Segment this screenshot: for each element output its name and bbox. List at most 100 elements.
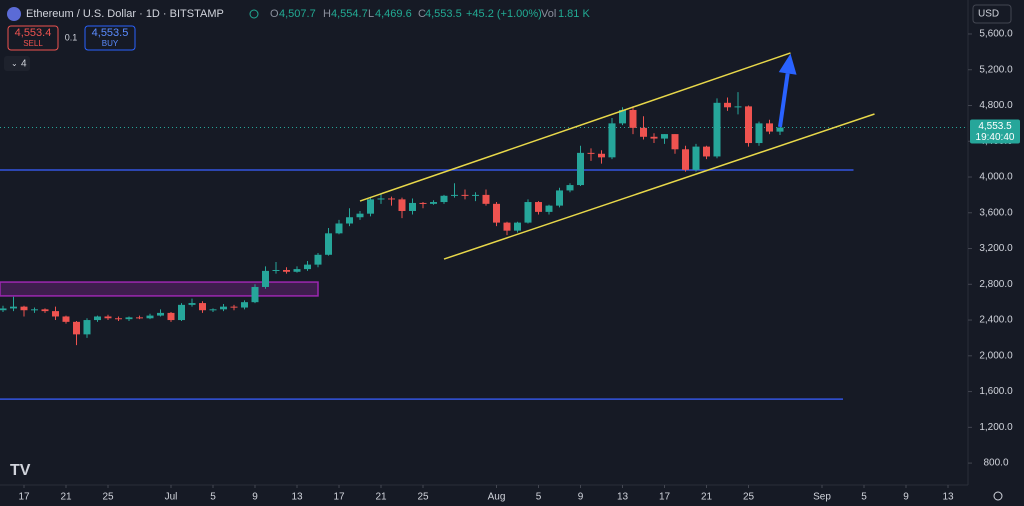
x-tick-label: 13	[942, 492, 954, 503]
candle-body	[493, 203, 500, 223]
x-tick-label: 13	[617, 492, 629, 503]
x-tick-label: Aug	[488, 492, 506, 503]
candle-body	[535, 202, 542, 212]
y-tick-label: 1,200.0	[979, 422, 1013, 433]
chevron: ⌄	[11, 59, 18, 68]
y-tick-label: 2,000.0	[979, 350, 1013, 361]
candle-body	[94, 316, 101, 321]
candle-body	[598, 153, 605, 158]
candle-body	[745, 106, 752, 144]
ohlc-key: C	[418, 8, 426, 20]
x-tick-label: 21	[375, 492, 387, 503]
candle-body	[377, 198, 385, 200]
y-tick-label: 5,600.0	[979, 29, 1013, 40]
candle-body	[262, 270, 269, 287]
candle-body	[0, 308, 7, 311]
candle-body	[325, 233, 332, 255]
candle-body	[272, 269, 280, 271]
candle-body	[356, 213, 364, 218]
candle-body	[524, 202, 532, 223]
candle-body	[451, 194, 458, 196]
x-tick-label: 17	[18, 492, 30, 503]
candle-body	[556, 190, 563, 206]
symbol-title: Ethereum / U.S. Dollar · 1D · BITSTAMP	[26, 8, 224, 20]
ohlc-key: L	[368, 8, 374, 20]
candle-body	[461, 194, 469, 196]
candle-body	[335, 223, 343, 234]
y-tick-label: 2,800.0	[979, 279, 1013, 290]
candle-body	[52, 311, 59, 317]
x-tick-label: 25	[102, 492, 114, 503]
candle-body	[776, 127, 784, 132]
candle-body	[713, 102, 721, 157]
candle-body	[503, 222, 511, 231]
candle-body	[167, 312, 175, 321]
channel-line	[359, 52, 791, 202]
indicators-count: 4	[21, 59, 27, 70]
candle-body	[682, 149, 689, 170]
candle-body	[220, 306, 227, 310]
candle-body	[619, 109, 626, 124]
candle-body	[31, 309, 38, 311]
y-tick-label: 1,600.0	[979, 386, 1013, 397]
x-tick-label: 5	[861, 492, 867, 503]
currency-button[interactable]	[972, 4, 1012, 24]
candle-body	[125, 317, 133, 320]
y-tick-label: 4,000.0	[979, 172, 1013, 183]
candle-body	[398, 199, 406, 211]
candle-body	[293, 269, 301, 272]
candle-body	[136, 317, 143, 319]
candle-body	[10, 306, 17, 309]
indicators-toggle[interactable]	[4, 56, 30, 71]
candle-body	[251, 286, 259, 303]
candle-body	[188, 303, 196, 305]
y-tick-label: 2,400.0	[979, 315, 1013, 326]
symbol-icon	[7, 7, 21, 21]
candle-body	[640, 127, 647, 137]
buy-price: 4,553.5	[92, 27, 129, 39]
candle-body	[241, 302, 248, 308]
candle-body	[514, 222, 521, 231]
candle-body	[367, 199, 374, 214]
price-zone	[0, 281, 319, 297]
visibility-icon[interactable]	[249, 9, 259, 19]
candle-body	[545, 205, 553, 212]
logo: TV	[10, 462, 31, 479]
candle-body	[73, 321, 80, 335]
candle-body	[146, 315, 154, 319]
y-tick-label: 5,200.0	[979, 64, 1013, 75]
sell-button[interactable]	[7, 25, 59, 51]
candle-body	[734, 106, 742, 108]
candle-body	[650, 136, 658, 139]
candle-body	[629, 109, 637, 128]
x-tick-label: 9	[252, 492, 258, 503]
candle-body	[587, 152, 595, 154]
ohlc-key: O	[270, 8, 279, 20]
sell-label: SELL	[23, 39, 43, 48]
ohlc-value: 4,554.7	[331, 8, 368, 20]
candle-body	[577, 152, 584, 186]
candle-body	[304, 264, 311, 270]
arrow-head	[778, 53, 797, 75]
y-tick-label: 4,800.0	[979, 100, 1013, 111]
candle-body	[671, 134, 679, 150]
candle-body	[661, 134, 668, 139]
candle-body	[346, 217, 353, 224]
volume-key: Vol	[541, 8, 556, 20]
candle-body	[283, 269, 290, 272]
candle-body	[209, 309, 217, 311]
buy-button[interactable]	[84, 25, 136, 51]
last-price-label: 4,553.5	[978, 121, 1012, 132]
x-tick-label: 25	[417, 492, 429, 503]
candle-body	[724, 102, 731, 108]
candle-body	[482, 194, 490, 204]
candle-body	[766, 123, 773, 132]
settings-icon[interactable]	[993, 491, 1003, 501]
candle-body	[472, 194, 479, 196]
x-tick-label: Sep	[813, 492, 831, 503]
candle-body	[41, 309, 49, 312]
candle-body	[566, 185, 574, 191]
x-tick-label: 17	[333, 492, 345, 503]
candle-body	[230, 306, 238, 308]
candle-body	[703, 146, 710, 157]
